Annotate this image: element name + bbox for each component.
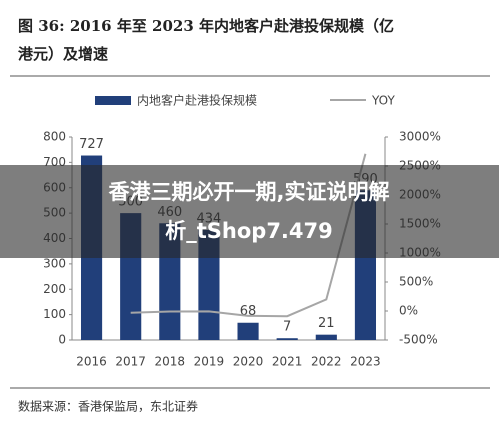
- x-tick-label: 2018: [155, 355, 186, 369]
- x-tick-label: 2017: [115, 355, 146, 369]
- y2-tick-label: 0%: [399, 304, 418, 318]
- y-tick-label: 0: [58, 333, 66, 347]
- source: 数据来源：香港保监局，东北证券: [18, 399, 198, 414]
- y-tick-label: 200: [43, 282, 66, 296]
- bar: [237, 322, 259, 340]
- bar: [276, 338, 298, 340]
- x-tick-label: 2022: [311, 355, 342, 369]
- bar: [315, 334, 337, 340]
- chart-title: 港元）及增速: [18, 45, 108, 63]
- y2-tick-label: -500%: [399, 333, 438, 347]
- data-label: 68: [240, 304, 257, 319]
- data-label: 727: [79, 137, 104, 152]
- overlay-text: 香港三期必开一期,实证说明解: [109, 180, 390, 204]
- x-tick-label: 2023: [350, 355, 381, 369]
- x-tick-label: 2019: [194, 355, 225, 369]
- y-tick-label: 100: [43, 307, 66, 321]
- chart-title: 图 36: 2016 年至 2023 年内地客户赴港投保规模（亿: [18, 17, 394, 35]
- legend-label: YOY: [371, 94, 395, 108]
- legend-swatch: [95, 96, 131, 105]
- data-label: 21: [318, 316, 335, 331]
- yoy-line: [130, 153, 367, 318]
- y-tick-label: 800: [43, 130, 66, 144]
- data-label: 7: [283, 320, 291, 335]
- y2-tick-label: 3000%: [399, 130, 441, 144]
- y2-tick-label: 500%: [399, 275, 433, 289]
- x-tick-label: 2020: [233, 355, 264, 369]
- y-tick-label: 300: [43, 256, 66, 270]
- x-tick-label: 2021: [272, 355, 303, 369]
- overlay-text: 析_tShop7.479: [165, 219, 333, 243]
- x-tick-label: 2016: [76, 355, 107, 369]
- overlay-banner: [0, 165, 499, 258]
- legend-label: 内地客户赴港投保规模: [137, 93, 257, 108]
